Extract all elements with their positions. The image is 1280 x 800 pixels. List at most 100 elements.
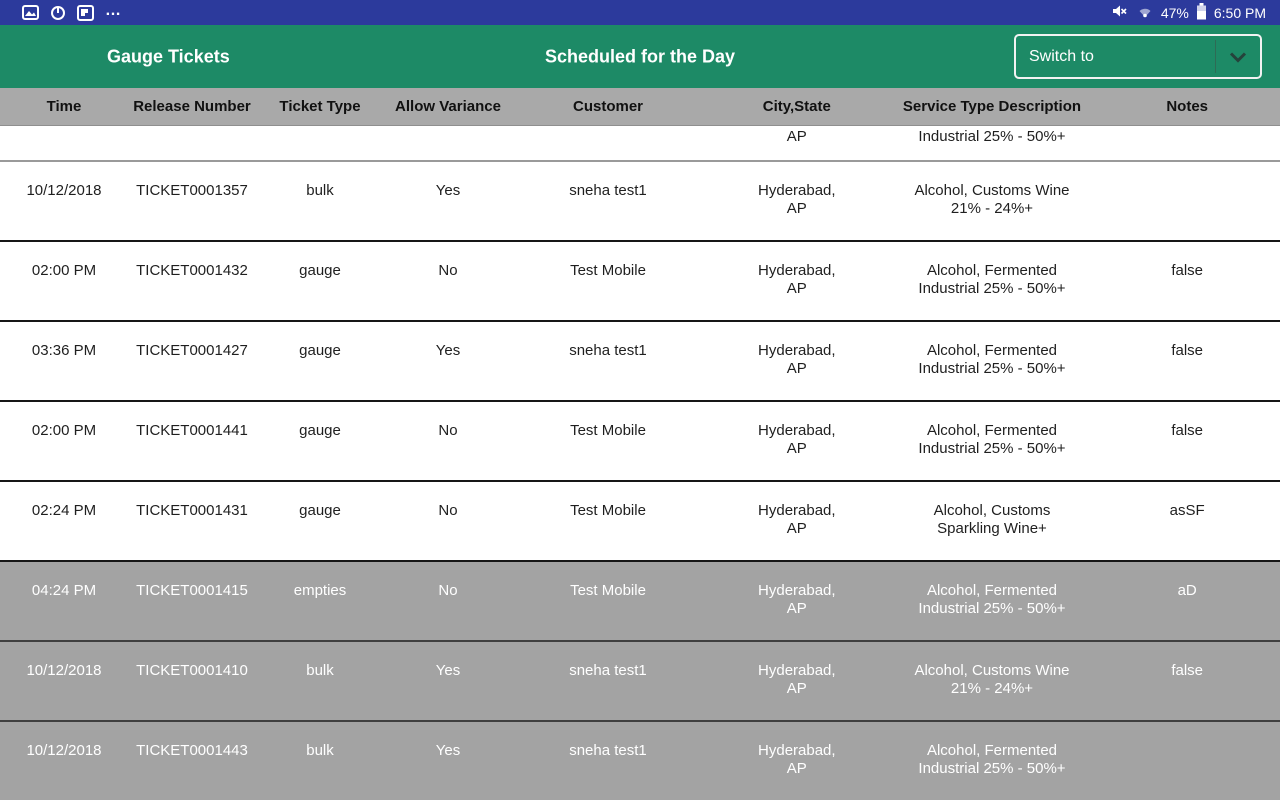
cell-service: Alcohol, Fermented Industrial 25% - 50%+ [918,742,1066,777]
dropdown-divider [1215,40,1216,73]
cell-notes [1094,126,1280,160]
cell-notes: false [1171,422,1204,439]
cell-customer: sneha test1 [569,662,647,679]
cell-customer: sneha test1 [569,182,647,199]
cell-service: Alcohol, Fermented Industrial 25% - 50%+ [918,262,1066,297]
cell-type: gauge [299,422,341,439]
table-row[interactable]: 02:00 PM TICKET0001441 gauge No Test Mob… [0,402,1280,482]
cell-customer: sneha test1 [569,342,647,359]
switch-to-dropdown[interactable]: Switch to [1014,34,1262,79]
cell-time: 10/12/2018 [26,662,102,679]
cell-city: Hyderabad, AP [758,742,836,777]
cell-variance: Yes [435,342,461,359]
mute-icon [1111,3,1129,22]
table-header-row: Time Release Number Ticket Type Allow Va… [0,88,1280,126]
column-header-time: Time [46,98,82,115]
cell-city: AP [786,128,807,145]
page-subtitle: Scheduled for the Day [544,46,736,66]
cell-notes [1094,722,1280,800]
cell-time: 10/12/2018 [26,182,102,199]
table-row[interactable]: 10/12/2018 TICKET0001357 bulk Yes sneha … [0,162,1280,242]
cell-variance: No [438,422,458,439]
cell-release: TICKET0001441 [136,422,248,439]
cell-service: Alcohol, Fermented Industrial 25% - 50%+ [918,342,1066,377]
column-header-release-number: Release Number [133,98,251,115]
page-title: Gauge Tickets [107,46,230,66]
cell-customer: Test Mobile [570,502,646,519]
cell-service: Industrial 25% - 50%+ [918,128,1066,145]
column-header-city-state: City,State [762,98,831,115]
table-row-selected[interactable]: 10/12/2018 TICKET0001443 bulk Yes sneha … [0,722,1280,800]
cell-city: Hyderabad, AP [758,422,836,457]
cell-release [128,126,256,160]
cell-customer: Test Mobile [570,262,646,279]
wifi-icon [1136,4,1154,22]
cell-city: Hyderabad, AP [758,662,836,697]
chevron-down-icon [1216,51,1260,63]
cell-service: Alcohol, Customs Wine 21% - 24%+ [914,182,1070,217]
cell-notes [1094,162,1280,240]
table-row[interactable]: 03:36 PM TICKET0001427 gauge Yes sneha t… [0,322,1280,402]
cell-release: TICKET0001431 [136,502,248,519]
cell-release: TICKET0001427 [136,342,248,359]
cell-time [0,126,128,160]
cell-release: TICKET0001410 [136,662,248,679]
cell-customer: Test Mobile [570,582,646,599]
cell-time: 03:36 PM [31,342,97,359]
switch-to-label: Switch to [1029,47,1094,65]
cell-city: Hyderabad, AP [758,262,836,297]
cell-service: Alcohol, Fermented Industrial 25% - 50%+ [918,582,1066,617]
gallery-icon [22,5,39,20]
battery-percent: 47% [1160,4,1189,21]
table-row-selected[interactable]: 10/12/2018 TICKET0001410 bulk Yes sneha … [0,642,1280,722]
cell-variance: No [438,582,458,599]
cell-service: Alcohol, Fermented Industrial 25% - 50%+ [918,422,1066,457]
cell-customer: sneha test1 [569,742,647,759]
app-header: Gauge Tickets Scheduled for the Day Swit… [0,25,1280,88]
clock-icon [50,5,66,21]
column-header-allow-variance: Allow Variance [395,98,501,115]
cell-type: gauge [299,262,341,279]
cell-time: 02:00 PM [31,422,97,439]
cell-city: Hyderabad, AP [758,502,836,537]
cell-city: Hyderabad, AP [758,582,836,617]
cell-time: 02:24 PM [31,502,97,519]
clock-time: 6:50 PM [1213,4,1266,21]
cell-variance: Yes [435,182,461,199]
cell-variance: Yes [435,662,461,679]
cell-type: empties [293,582,347,599]
cell-release: TICKET0001443 [136,742,248,759]
cell-customer [512,126,704,160]
more-icon: … [105,1,122,19]
cell-type: bulk [306,182,334,199]
flag-icon [77,4,94,21]
cell-notes: aD [1177,582,1197,599]
cell-variance [384,126,512,160]
column-header-ticket-type: Ticket Type [279,98,361,115]
cell-city: Hyderabad, AP [758,182,836,217]
cell-variance: No [438,262,458,279]
cell-time: 10/12/2018 [26,742,102,759]
cell-variance: Yes [435,742,461,759]
column-header-customer: Customer [572,98,643,115]
cell-notes: false [1171,662,1204,679]
cell-customer: Test Mobile [570,422,646,439]
cell-type: gauge [299,342,341,359]
cell-notes: asSF [1169,502,1205,519]
table-row-selected[interactable]: 04:24 PM TICKET0001415 empties No Test M… [0,562,1280,642]
cell-release: TICKET0001357 [136,182,248,199]
column-header-service-type: Service Type Description [902,98,1082,115]
cell-time: 02:00 PM [31,262,97,279]
cell-notes: false [1171,262,1204,279]
cell-city: Hyderabad, AP [758,342,836,377]
cell-time: 04:24 PM [31,582,97,599]
cell-type: gauge [299,502,341,519]
table-row[interactable]: 02:00 PM TICKET0001432 gauge No Test Mob… [0,242,1280,322]
cell-service: Alcohol, Customs Sparkling Wine+ [933,502,1051,537]
column-header-notes: Notes [1166,98,1209,115]
table-row[interactable]: 02:24 PM TICKET0001431 gauge No Test Mob… [0,482,1280,562]
cell-service: Alcohol, Customs Wine 21% - 24%+ [914,662,1070,697]
cell-notes: false [1171,342,1204,359]
table-row-partial[interactable]: AP Industrial 25% - 50%+ [0,126,1280,162]
status-bar: … 47% 6:50 PM [0,0,1280,25]
